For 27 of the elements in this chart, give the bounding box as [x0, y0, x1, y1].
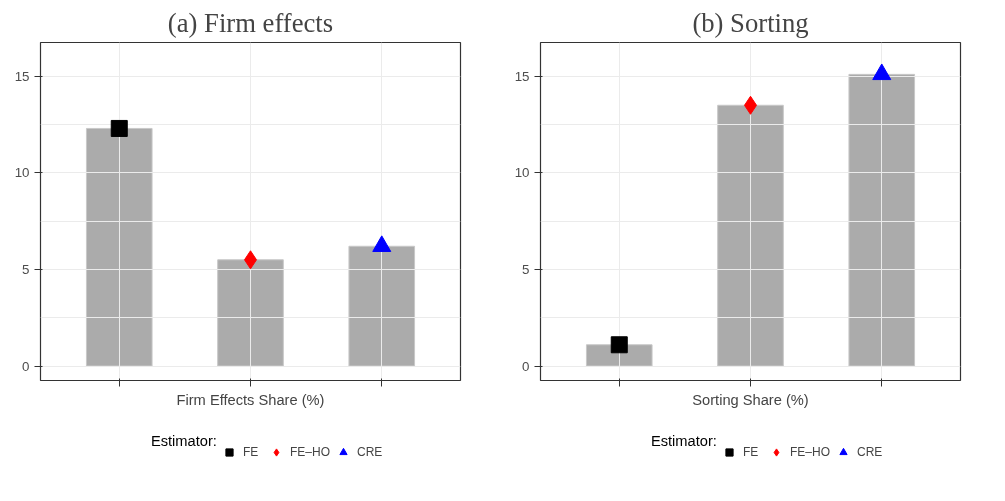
- y-tick-label: 15: [14, 68, 30, 84]
- bar: [217, 259, 284, 367]
- legend-label: FE: [743, 445, 760, 459]
- y-tick-label: 15: [514, 68, 530, 84]
- point: [610, 336, 628, 354]
- legend-title: Estimator:: [650, 432, 717, 449]
- bar: [348, 245, 416, 367]
- y-tick-label: 5: [522, 261, 530, 277]
- y-tick-label: 10: [14, 165, 30, 181]
- y-tick-label: 0: [22, 358, 30, 374]
- y-tick-label: 10: [514, 165, 530, 181]
- point: [872, 63, 892, 81]
- x-axis-title: Sorting Share (%): [692, 391, 809, 408]
- legend-label: CRE: [357, 445, 383, 459]
- y-tick-label: 5: [22, 261, 30, 277]
- x-axis-title: Firm Effects Share (%): [176, 391, 325, 408]
- chart-title: (b) Sorting: [692, 7, 809, 38]
- bar: [717, 104, 784, 367]
- legend-label: CRE: [857, 445, 883, 459]
- y-tick-label: 0: [522, 358, 530, 374]
- legend-label: FE: [243, 445, 260, 459]
- bar: [85, 127, 153, 367]
- legend-label: FE–HO: [290, 445, 331, 459]
- chart-title: (a) Firm effects: [167, 7, 334, 38]
- legend-label: FE–HO: [790, 445, 831, 459]
- bar: [848, 73, 916, 367]
- legend-title: Estimator:: [150, 432, 217, 449]
